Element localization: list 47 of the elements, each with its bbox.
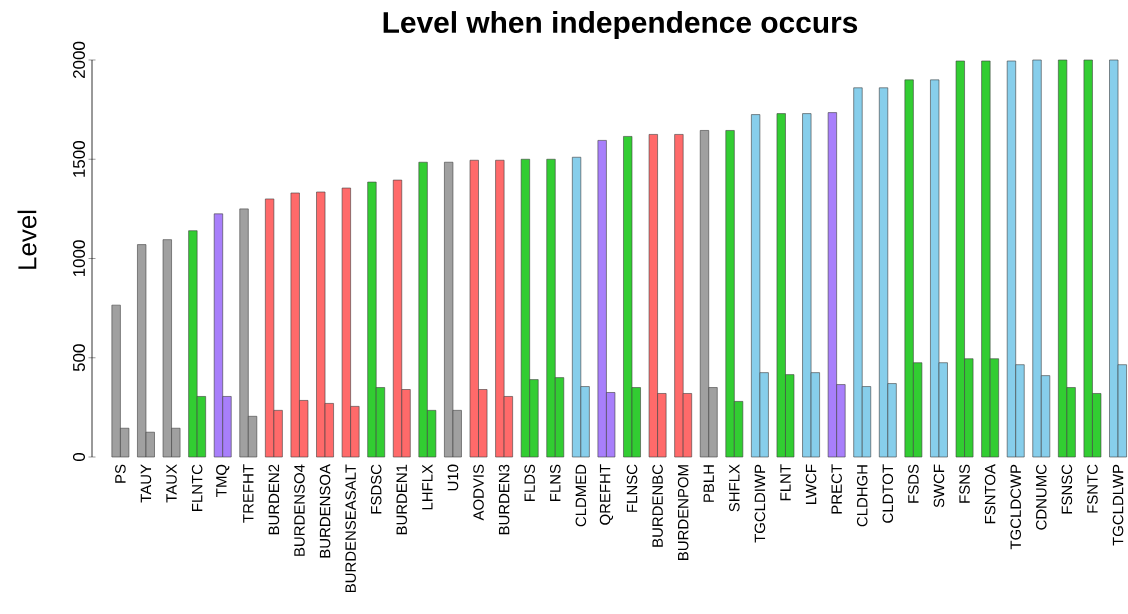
x-tick-label: BURDENBC xyxy=(652,464,663,547)
x-tick-label: LHFLX xyxy=(422,464,433,510)
x-tick-label: QREFHT xyxy=(599,464,614,525)
x-tick-label: FLNT xyxy=(780,464,791,501)
x-tick-label: TAUX xyxy=(166,464,177,503)
x-tick-label: SHFLX xyxy=(729,464,740,512)
x-tick-label: PRECT xyxy=(831,464,842,514)
x-tick-label: FSNS xyxy=(959,464,970,503)
x-tick-label: FSDSC xyxy=(370,464,382,514)
x-tick-label: TGCLDIWP xyxy=(754,464,766,543)
x-tick-label: CLDHGH xyxy=(856,465,868,527)
x-tick-label: FLDS xyxy=(524,464,535,501)
chart-title: Level when independence occurs xyxy=(383,11,858,39)
x-tick-label: FSNTC xyxy=(1087,464,1098,513)
x-tick-label: U10 xyxy=(447,464,459,491)
x-tick-label: PS xyxy=(115,464,126,483)
y-tick-label: 0 xyxy=(72,452,85,462)
x-tick-label: TGCLDCWP xyxy=(1010,464,1021,550)
x-tick-label: TGCLDLWP xyxy=(1112,464,1124,546)
x-tick-label: BURDENSOA xyxy=(319,464,331,558)
x-tick-label: FSDS xyxy=(908,464,919,503)
x-tick-label: AODVIS xyxy=(473,464,484,521)
y-tick-label: 1500 xyxy=(72,141,85,177)
x-tick-label: FLNSC xyxy=(626,464,638,512)
x-tick-label: BURDENSO4 xyxy=(294,464,305,556)
x-tick-label: BURDEN2 xyxy=(268,464,280,535)
x-tick-label: FSNSC xyxy=(1061,464,1073,514)
x-tick-label: FSNTOA xyxy=(984,464,996,524)
x-tick-label: SWCF xyxy=(933,464,945,508)
y-axis-title: Level xyxy=(17,210,37,269)
x-tick-label: CLDTOT xyxy=(882,464,894,523)
x-tick-label: LWCF xyxy=(805,464,817,505)
x-tick-label: BURDENSEASALT xyxy=(345,464,356,593)
x-tick-label: BURDEN1 xyxy=(396,464,407,535)
x-tick-label: BURDENPOM xyxy=(677,465,689,560)
y-tick-label: 1000 xyxy=(72,240,85,277)
x-tick-label: CDNUMC xyxy=(1036,464,1047,530)
x-tick-label: FLNTC xyxy=(191,464,203,511)
x-tick-label: BURDEN3 xyxy=(498,464,510,535)
y-tick-label: 500 xyxy=(72,344,85,372)
x-tick-label: TAUY xyxy=(140,464,152,503)
x-tick-label: CLDMED xyxy=(575,464,587,527)
x-tick-label: TREFHT xyxy=(243,464,254,523)
x-tick-label: FLNS xyxy=(549,464,561,501)
y-tick-label: 2000 xyxy=(72,41,85,78)
x-tick-label: PBLH xyxy=(703,465,714,502)
x-tick-label: TMQ xyxy=(216,464,230,497)
